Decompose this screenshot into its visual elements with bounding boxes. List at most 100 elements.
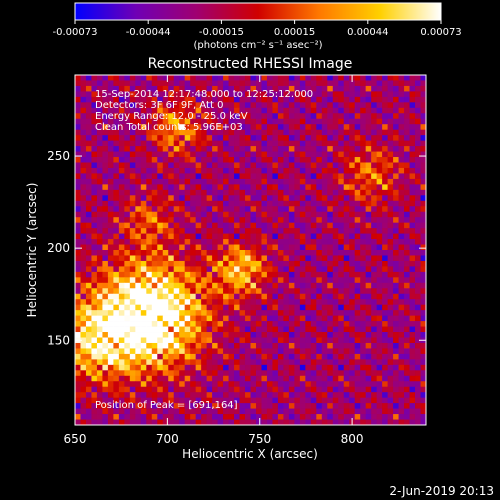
heatmap-cell (332, 195, 339, 202)
heatmap-cell (420, 255, 426, 262)
heatmap-cell (294, 102, 301, 109)
heatmap-cell (151, 403, 158, 409)
heatmap-cell (206, 342, 213, 349)
heatmap-cell (393, 288, 399, 295)
heatmap-cell (266, 337, 273, 344)
heatmap-cell (354, 200, 361, 207)
heatmap-cell (217, 250, 224, 256)
heatmap-cell (387, 348, 394, 355)
heatmap-cell (299, 293, 306, 300)
heatmap-cell (349, 200, 356, 207)
heatmap-cell (299, 419, 306, 425)
heatmap-cell (179, 419, 186, 425)
heatmap-cell (206, 392, 213, 399)
heatmap-cell (146, 167, 153, 174)
heatmap-cell (327, 140, 334, 147)
heatmap-cell (173, 178, 180, 185)
heatmap-cell (387, 403, 394, 409)
heatmap-cell (321, 222, 328, 229)
heatmap-cell (129, 124, 136, 131)
heatmap-cell (398, 157, 405, 163)
heatmap-cell (151, 75, 158, 81)
heatmap-cell (393, 392, 399, 399)
heatmap-cell (415, 364, 421, 371)
heatmap-cell (409, 326, 416, 333)
heatmap-cell (283, 184, 290, 191)
heatmap-cell (332, 211, 339, 218)
heatmap-cell (354, 315, 361, 322)
heatmap-cell (96, 91, 103, 98)
heatmap-cell (305, 381, 312, 388)
heatmap-cell (261, 321, 268, 327)
heatmap-cell (387, 282, 394, 289)
heatmap-cell (118, 162, 125, 169)
heatmap-cell (382, 239, 388, 245)
heatmap-cell (310, 195, 317, 202)
heatmap-cell (261, 80, 268, 87)
heatmap-cell (212, 80, 218, 87)
heatmap-cell (146, 184, 153, 191)
heatmap-cell (420, 353, 426, 360)
colorbar-ticks: -0.00073 -0.00044 -0.00015 0.00015 0.00044 0.… (53, 20, 462, 38)
heatmap-cell (398, 129, 405, 136)
heatmap-cell (321, 239, 328, 245)
heatmap-cell (404, 206, 410, 213)
heatmap-cell (420, 91, 426, 98)
heatmap-cell (327, 321, 334, 327)
heatmap-cell (294, 277, 301, 284)
heatmap-cell (96, 419, 103, 425)
heatmap-cell (162, 140, 169, 147)
heatmap-cell (327, 250, 334, 256)
heatmap-cell (250, 353, 257, 360)
heatmap-cell (420, 222, 426, 229)
heatmap-cell (349, 255, 356, 262)
heatmap-cell (299, 233, 306, 240)
heatmap-cell (195, 266, 202, 273)
heatmap-cell (327, 85, 334, 92)
heatmap-cell (135, 113, 142, 120)
heatmap-cell (206, 124, 213, 131)
heatmap-cell (277, 277, 284, 284)
heatmap-cell (135, 85, 142, 92)
heatmap-cell (321, 326, 328, 333)
heatmap-cell (118, 364, 125, 371)
heatmap-cell (404, 75, 410, 81)
heatmap-cell (349, 392, 356, 399)
heatmap-cell (393, 124, 399, 131)
heatmap-cell (398, 173, 405, 180)
heatmap-cell (157, 414, 164, 420)
heatmap-cell (168, 304, 175, 311)
heatmap-cell (250, 167, 257, 174)
heatmap-cell (283, 310, 290, 316)
heatmap-cell (321, 228, 328, 234)
heatmap-cell (195, 96, 202, 103)
heatmap-cell (393, 75, 399, 81)
heatmap-cell (75, 173, 81, 180)
heatmap-cell (316, 113, 323, 120)
heatmap-cell (168, 167, 175, 174)
heatmap-cell (113, 178, 120, 185)
heatmap-cell (305, 135, 312, 141)
heatmap-cell (162, 189, 169, 196)
heatmap-cell (404, 124, 410, 131)
heatmap-cell (299, 217, 306, 224)
heatmap-cell (184, 146, 191, 152)
heatmap-cell (140, 359, 147, 366)
heatmap-cell (393, 244, 399, 251)
heatmap-cell (415, 206, 421, 213)
heatmap-cell (228, 364, 235, 371)
heatmap-cell (102, 75, 109, 81)
date-stamp: 2-Jun-2019 20:13 (389, 484, 494, 498)
heatmap-cell (212, 113, 218, 120)
heatmap-cell (228, 348, 235, 355)
heatmap-cell (113, 266, 120, 273)
heatmap-cell (173, 375, 180, 382)
heatmap-cell (277, 222, 284, 229)
heatmap-cell (80, 244, 87, 251)
heatmap-cell (146, 146, 153, 152)
heatmap-cell (223, 326, 229, 333)
heatmap-cell (168, 107, 175, 114)
heatmap-cell (228, 304, 235, 311)
heatmap-cell (343, 419, 350, 425)
heatmap-cell (217, 304, 224, 311)
